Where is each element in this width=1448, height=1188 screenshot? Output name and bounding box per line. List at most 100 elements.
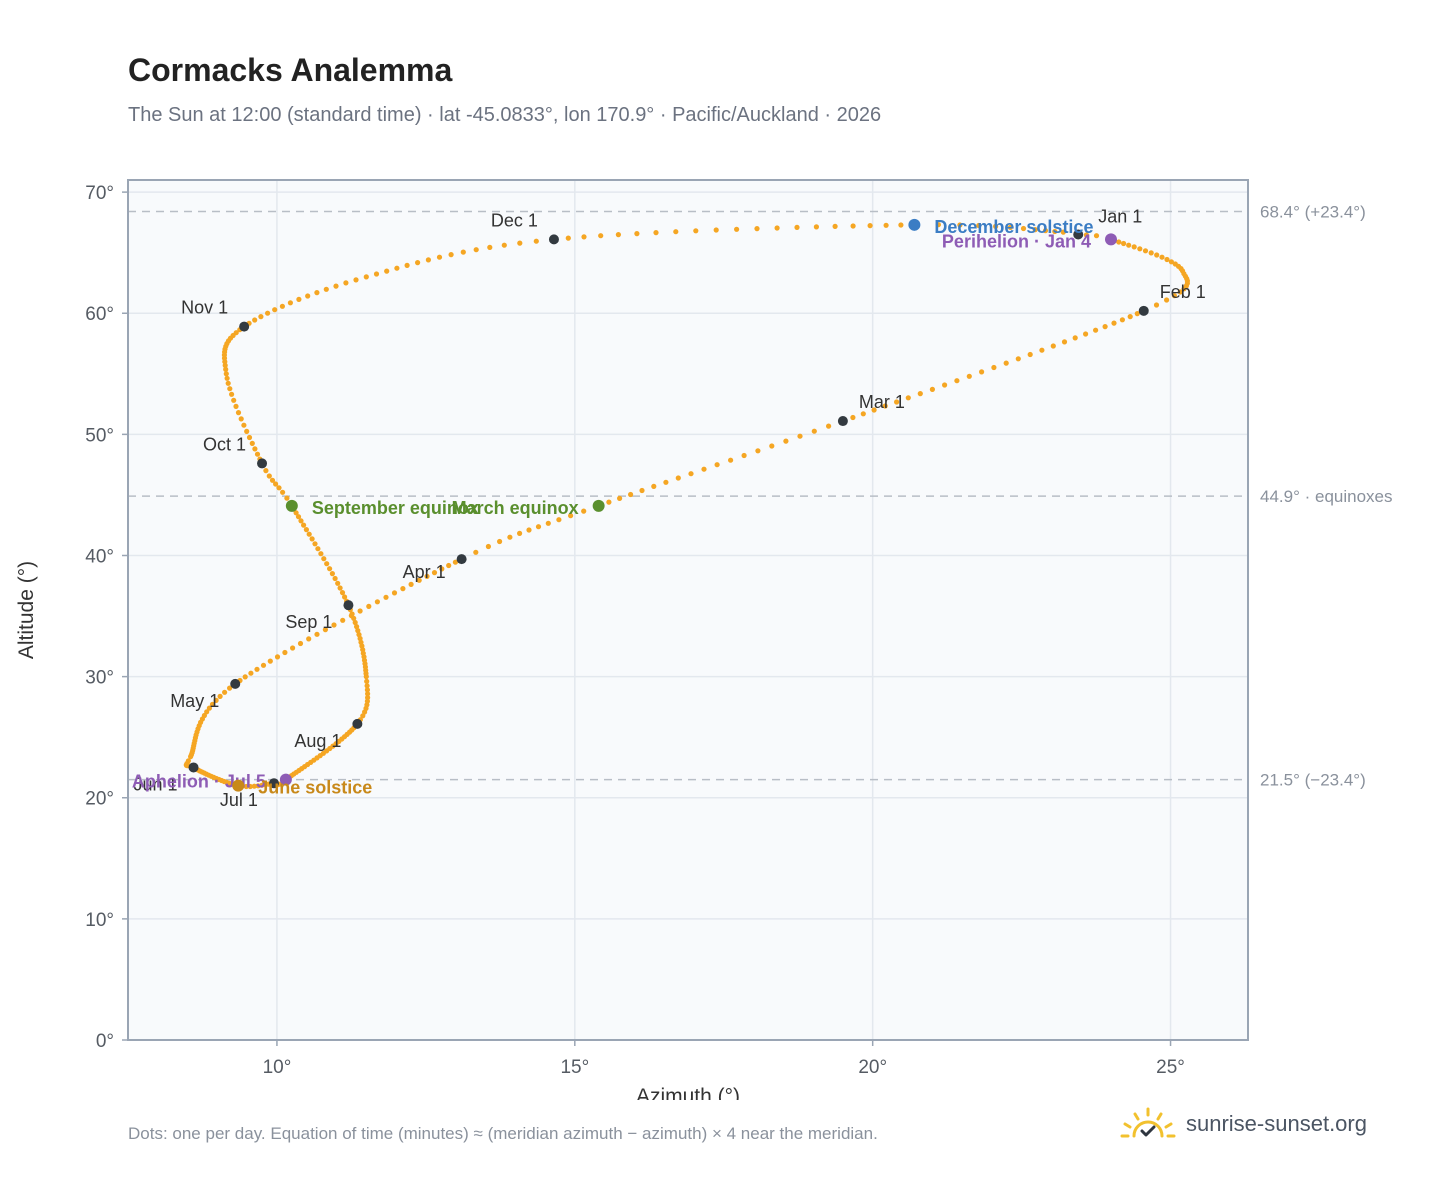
day-dot bbox=[883, 222, 889, 228]
day-dot bbox=[448, 252, 454, 258]
day-dot bbox=[1154, 252, 1160, 258]
reference-line-label: 21.5° (−23.4°) bbox=[1260, 771, 1366, 790]
day-dot bbox=[1111, 320, 1117, 326]
day-dot bbox=[615, 232, 622, 238]
day-dot bbox=[260, 662, 267, 668]
day-dot bbox=[280, 489, 286, 495]
day-dot bbox=[581, 234, 587, 240]
grid-lines bbox=[128, 180, 1248, 1041]
day-dot bbox=[1126, 242, 1132, 248]
day-dot bbox=[826, 423, 832, 429]
day-dot bbox=[1052, 228, 1058, 235]
day-dot bbox=[223, 366, 229, 372]
day-dot bbox=[274, 654, 281, 660]
y-tick-label: 40° bbox=[85, 546, 114, 567]
day-dot bbox=[1119, 317, 1125, 323]
day-dot bbox=[223, 371, 229, 377]
day-dot bbox=[639, 487, 645, 494]
month-marker bbox=[230, 678, 241, 689]
day-dot bbox=[227, 386, 233, 392]
day-dot bbox=[688, 471, 694, 477]
day-dot bbox=[279, 303, 285, 309]
footnote: Dots: one per day. Equation of time (min… bbox=[128, 1124, 878, 1143]
day-dot bbox=[1153, 302, 1160, 308]
event-label: December solstice bbox=[934, 217, 1093, 237]
day-dot bbox=[673, 229, 679, 235]
day-dot bbox=[269, 477, 276, 483]
day-dot bbox=[850, 223, 856, 229]
day-dot bbox=[501, 242, 507, 248]
day-dot bbox=[353, 277, 359, 283]
day-dot bbox=[306, 636, 312, 642]
day-dot bbox=[979, 369, 985, 375]
day-dot bbox=[497, 538, 503, 545]
day-dot bbox=[954, 378, 960, 384]
day-dot bbox=[628, 491, 634, 498]
day-dot bbox=[404, 262, 410, 268]
chart-title: Cormacks Analemma bbox=[128, 52, 453, 88]
day-dot bbox=[265, 310, 271, 316]
day-dot bbox=[1181, 286, 1187, 292]
axes: 10° 15° 20° 25° 0° 10° 20° 30° 40° 50° 60° 70° Azimu… bbox=[15, 183, 1185, 1100]
day-dot bbox=[1050, 343, 1056, 349]
month-label: Feb 1 bbox=[1160, 282, 1206, 302]
day-dot bbox=[431, 570, 438, 576]
day-dot bbox=[1003, 360, 1009, 366]
month-marker bbox=[352, 718, 363, 729]
day-dot bbox=[249, 440, 255, 446]
day-dot bbox=[935, 222, 942, 228]
day-dot bbox=[860, 411, 866, 417]
event-label: Perihelion · Jan 4 bbox=[942, 231, 1091, 251]
day-dot bbox=[1142, 248, 1149, 254]
day-dot bbox=[188, 754, 194, 760]
day-dot bbox=[446, 562, 452, 569]
day-dot bbox=[832, 223, 838, 229]
day-dot bbox=[675, 475, 681, 481]
day-dot bbox=[894, 399, 900, 405]
month-marker bbox=[239, 321, 250, 332]
day-dot bbox=[209, 701, 216, 707]
day-dot bbox=[233, 403, 239, 409]
day-dot bbox=[754, 226, 760, 232]
day-dot bbox=[517, 530, 523, 537]
day-dot bbox=[485, 543, 491, 550]
day-dot bbox=[314, 631, 320, 637]
day-dot bbox=[298, 518, 304, 524]
day-dot bbox=[340, 617, 346, 623]
day-dot bbox=[424, 573, 430, 580]
day-dot bbox=[425, 257, 431, 263]
brand-logo[interactable]: sunrise-sunset.org bbox=[1120, 1104, 1367, 1144]
day-dot bbox=[1061, 339, 1068, 345]
day-dot bbox=[297, 640, 304, 647]
day-dot bbox=[366, 603, 372, 610]
day-dot bbox=[351, 615, 357, 621]
day-dot bbox=[714, 462, 720, 468]
day-dot bbox=[416, 577, 422, 583]
day-dot bbox=[400, 586, 406, 592]
x-tick-label: 20° bbox=[858, 1057, 887, 1078]
month-marker bbox=[343, 600, 354, 611]
day-dot bbox=[993, 223, 999, 229]
day-dot bbox=[296, 296, 302, 302]
day-dot bbox=[244, 428, 250, 434]
day-dot bbox=[225, 380, 231, 386]
day-dot bbox=[797, 433, 803, 439]
day-dot bbox=[606, 499, 612, 505]
plot-border bbox=[127, 179, 1249, 1041]
day-dot bbox=[383, 594, 389, 600]
event-marker bbox=[908, 218, 921, 231]
month-marker bbox=[456, 554, 467, 565]
day-dot bbox=[1083, 232, 1089, 238]
day-dot bbox=[535, 524, 542, 530]
day-dot bbox=[581, 508, 587, 514]
day-dot bbox=[306, 531, 312, 537]
day-dot bbox=[734, 226, 740, 232]
day-dot bbox=[364, 687, 370, 693]
x-tick-label: 10° bbox=[263, 1057, 292, 1078]
month-label: Jul 1 bbox=[220, 790, 258, 810]
y-axis-label: Altitude (°) bbox=[15, 561, 38, 659]
month-label: Sep 1 bbox=[285, 612, 332, 632]
day-dot bbox=[867, 223, 873, 229]
event-label: Aphelion · Jul 5 bbox=[132, 772, 266, 792]
day-dot bbox=[231, 397, 237, 403]
